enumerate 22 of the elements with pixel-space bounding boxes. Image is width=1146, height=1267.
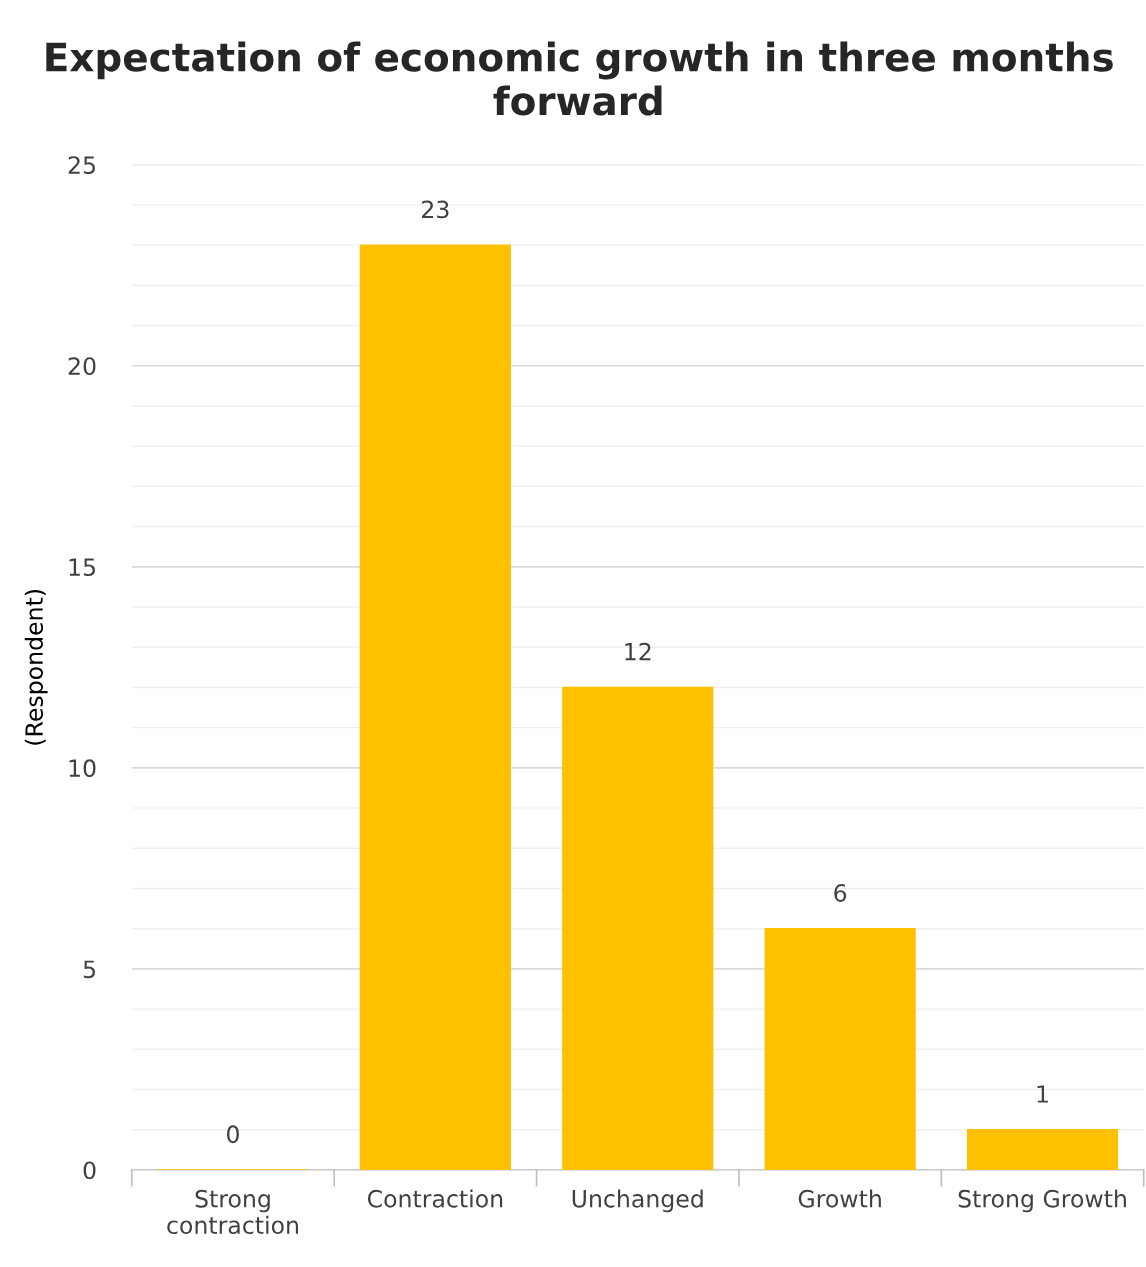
x-tick-label: Strong contraction <box>167 1189 298 1235</box>
y-tick-label: 15 <box>69 558 96 577</box>
bar <box>764 927 916 1170</box>
data-label: 23 <box>422 200 449 219</box>
y-tick-label: 10 <box>69 759 96 778</box>
data-label: 6 <box>834 884 847 902</box>
y-tick-label: 0 <box>83 1161 96 1180</box>
data-label: 1 <box>1037 1085 1048 1103</box>
y-axis-title: (Respondent) <box>24 590 48 745</box>
y-tick-label: 20 <box>68 357 96 376</box>
y-tick-label: 25 <box>68 156 96 175</box>
chart-title: Expectation of economic growth in three months forward <box>46 41 1113 116</box>
x-tick-label: Contraction <box>367 1189 503 1208</box>
bar <box>966 1129 1119 1170</box>
x-tick-label: Growth <box>798 1189 881 1208</box>
x-tick-label: Unchanged <box>572 1189 703 1213</box>
data-label: 0 <box>227 1125 239 1144</box>
x-tick-label: Strong Growth <box>958 1189 1126 1213</box>
bar <box>359 244 511 1170</box>
data-label: 12 <box>625 642 651 661</box>
bar <box>562 686 714 1170</box>
y-tick-label: 5 <box>83 960 96 979</box>
